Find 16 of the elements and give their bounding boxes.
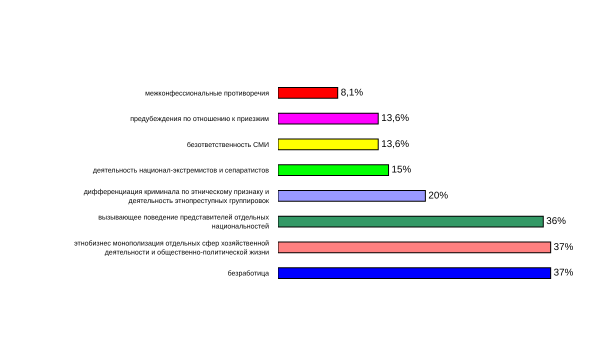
bar	[278, 190, 426, 202]
data-label: 20%	[428, 190, 448, 202]
bar	[278, 216, 544, 228]
bar	[278, 164, 390, 176]
data-label: 36%	[546, 216, 566, 228]
bar	[278, 241, 552, 254]
data-label: 13,6%	[381, 138, 410, 150]
bar	[278, 267, 552, 280]
data-label: 37%	[554, 242, 574, 253]
data-label: 8,1%	[340, 87, 364, 98]
bar	[278, 86, 338, 99]
bar	[278, 138, 379, 150]
data-label: 15%	[392, 164, 412, 176]
data-label: 37%	[554, 268, 574, 279]
data-label: 13,6%	[381, 113, 410, 124]
bar	[278, 112, 379, 125]
